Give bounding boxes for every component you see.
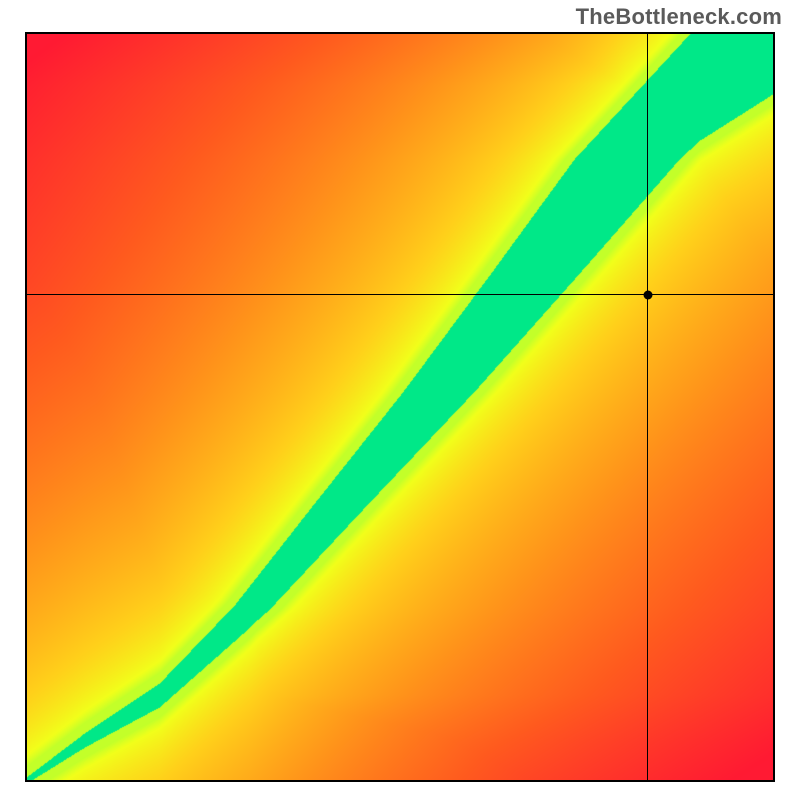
crosshair-marker xyxy=(643,290,652,299)
bottleneck-heatmap xyxy=(25,32,775,782)
crosshair-vertical xyxy=(647,32,648,782)
attribution-text: TheBottleneck.com xyxy=(576,4,782,30)
heatmap-canvas xyxy=(25,32,775,782)
crosshair-horizontal xyxy=(25,294,775,295)
